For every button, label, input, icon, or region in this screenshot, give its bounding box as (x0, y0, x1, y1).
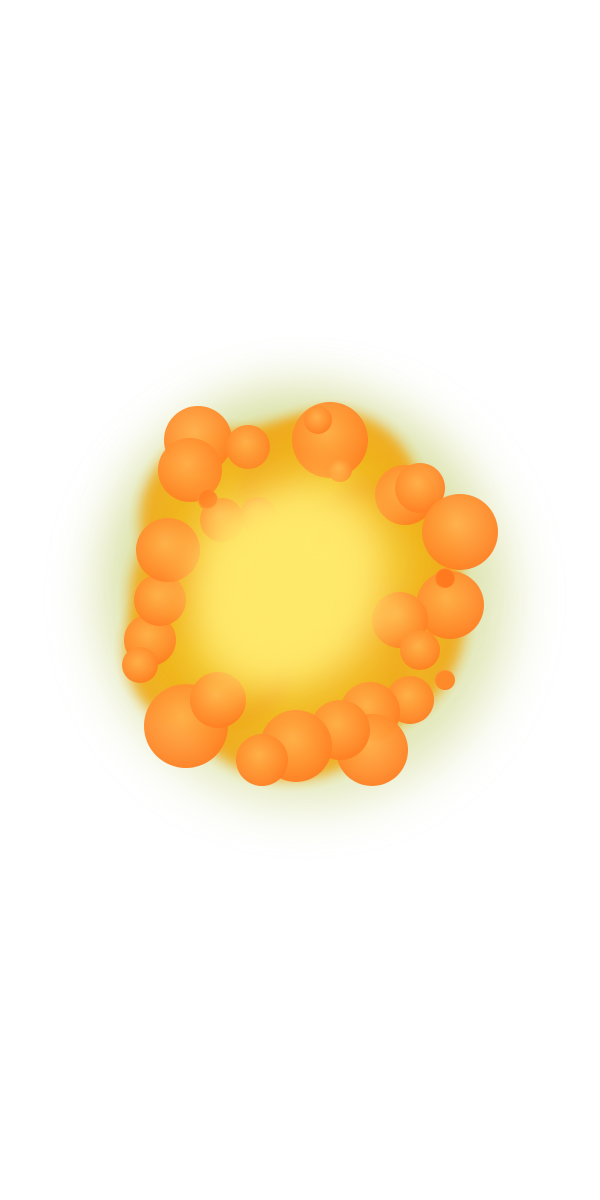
smoke-puff (400, 630, 440, 670)
smoke-puff (226, 425, 270, 469)
bright-core (265, 485, 375, 595)
smoke-puff (304, 406, 332, 434)
smoke-puff (236, 734, 288, 786)
smoke-puff (122, 647, 158, 683)
ember-dot (436, 671, 454, 689)
bright-core (205, 590, 305, 690)
ember-dot (436, 569, 454, 587)
explosion-core (170, 465, 410, 705)
smoke-puff (422, 494, 498, 570)
